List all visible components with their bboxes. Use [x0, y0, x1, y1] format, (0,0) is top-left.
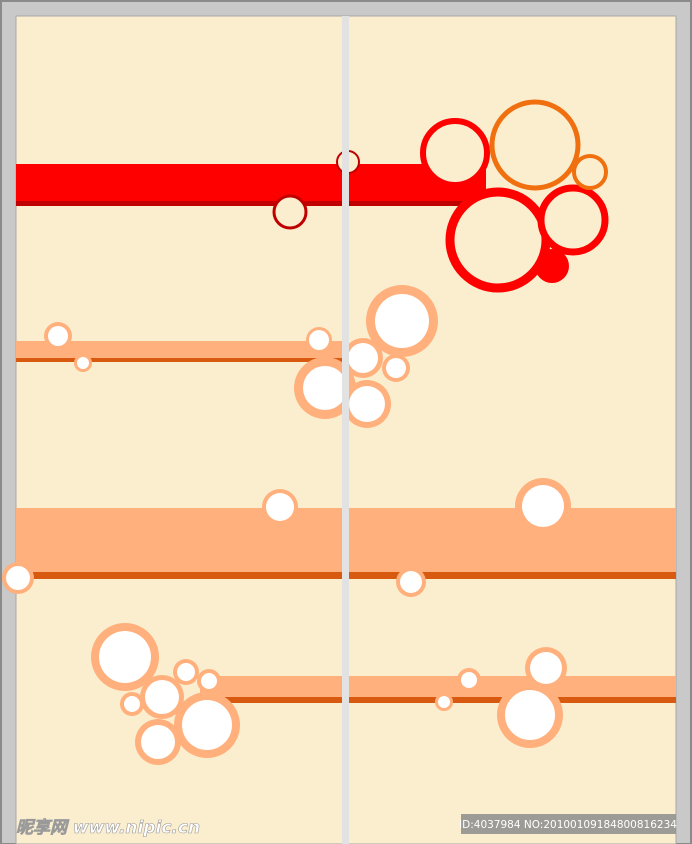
- id-watermark: ID:4037984 NO:20100109184800816234: [459, 819, 677, 831]
- site-watermark: 昵享网 www.nipic.cn: [16, 818, 200, 838]
- salmon-band: [16, 285, 438, 428]
- salmon-band: [91, 623, 676, 765]
- id-box: [461, 814, 676, 834]
- red-band: [16, 99, 609, 293]
- divider: [342, 16, 349, 844]
